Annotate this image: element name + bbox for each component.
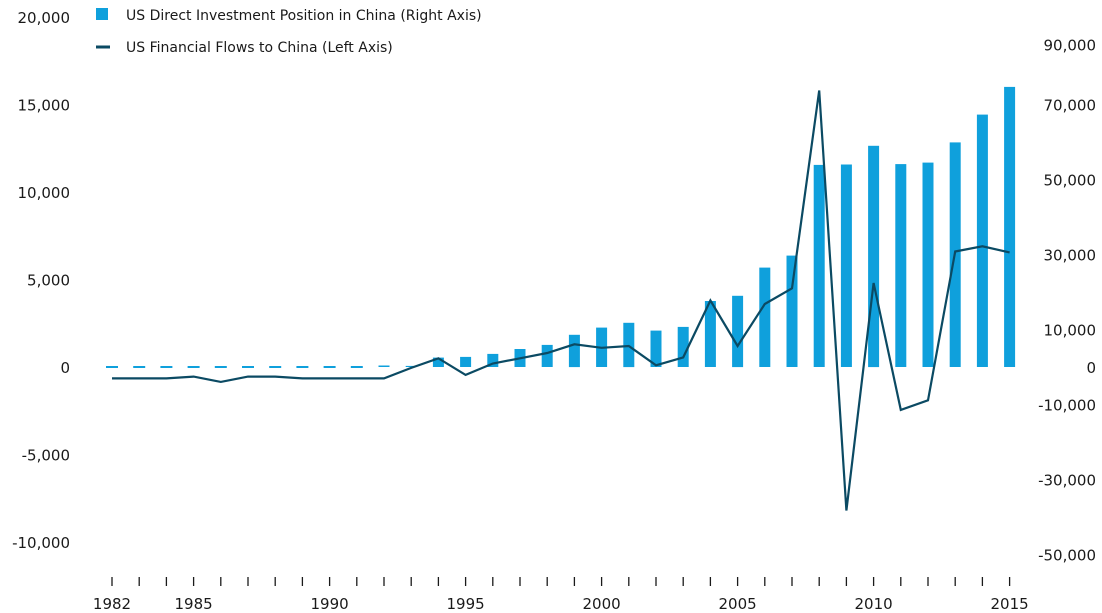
legend-swatch-bar [96,8,108,20]
line-series-financial-flows [112,90,1010,511]
bar-series-direct-investment [378,86,1016,368]
right-tick-label: -30,000 [1038,472,1096,490]
left-axis: 20,000 15,000 10,000 5,000 0 -5,000 -10,000 [12,9,70,552]
x-tick-label: 1985 [175,595,213,613]
right-tick-label: 10,000 [1044,322,1097,340]
x-tick-label: 2015 [991,595,1029,613]
bar-2014 [976,114,988,367]
right-tick-label: 90,000 [1044,37,1097,55]
bar-2005 [732,295,744,368]
left-tick-label: 10,000 [18,184,71,202]
bar-2002 [650,330,662,367]
x-tick-label: 2010 [855,595,893,613]
x-tick-label: 2005 [719,595,757,613]
bar-2008 [813,164,825,367]
bar-1993 [405,365,417,367]
x-tick-label: 1982 [93,595,131,613]
left-tick-label: 20,000 [18,9,71,27]
bar-2010 [868,145,880,368]
bar-1994 [432,357,444,367]
x-tick-label: 1990 [311,595,349,613]
right-tick-label: 0 [1086,359,1096,377]
right-axis: 90,000 70,000 50,000 30,000 10,000 0 -10,000 -3… [1038,37,1096,565]
bar-2003 [677,326,689,367]
right-tick-label: 50,000 [1044,172,1097,190]
bar-1996 [487,353,499,367]
bar-2006 [759,267,771,367]
bar-2011 [895,164,907,367]
bar-1998 [541,344,553,367]
left-tick-label: -10,000 [12,534,70,552]
left-tick-label: -5,000 [22,447,70,465]
legend-label-financial-flows: US Financial Flows to China (Left Axis) [126,40,393,56]
left-tick-label: 5,000 [27,272,70,290]
bar-2012 [922,162,934,367]
bar-2007 [786,255,798,367]
right-tick-label: -10,000 [1038,397,1096,415]
bar-1999 [568,334,580,368]
bar-1992 [378,365,390,367]
left-tick-label: 15,000 [18,97,71,115]
bar-2009 [840,164,852,367]
right-tick-label: -50,000 [1038,547,1096,565]
x-tick-label: 2000 [583,595,621,613]
left-tick-label: 0 [60,359,70,377]
legend-label-direct-investment: US Direct Investment Position in China (… [126,8,482,24]
x-axis: 1982 1985 1990 1995 2000 2005 2010 2015 [93,577,1029,613]
right-tick-label: 70,000 [1044,97,1097,115]
right-tick-label: 30,000 [1044,247,1097,265]
x-tick-label: 1995 [447,595,485,613]
bar-2015 [1004,86,1016,368]
legend: US Direct Investment Position in China (… [96,8,482,56]
bar-1995 [460,356,472,367]
bar-2004 [704,301,716,367]
